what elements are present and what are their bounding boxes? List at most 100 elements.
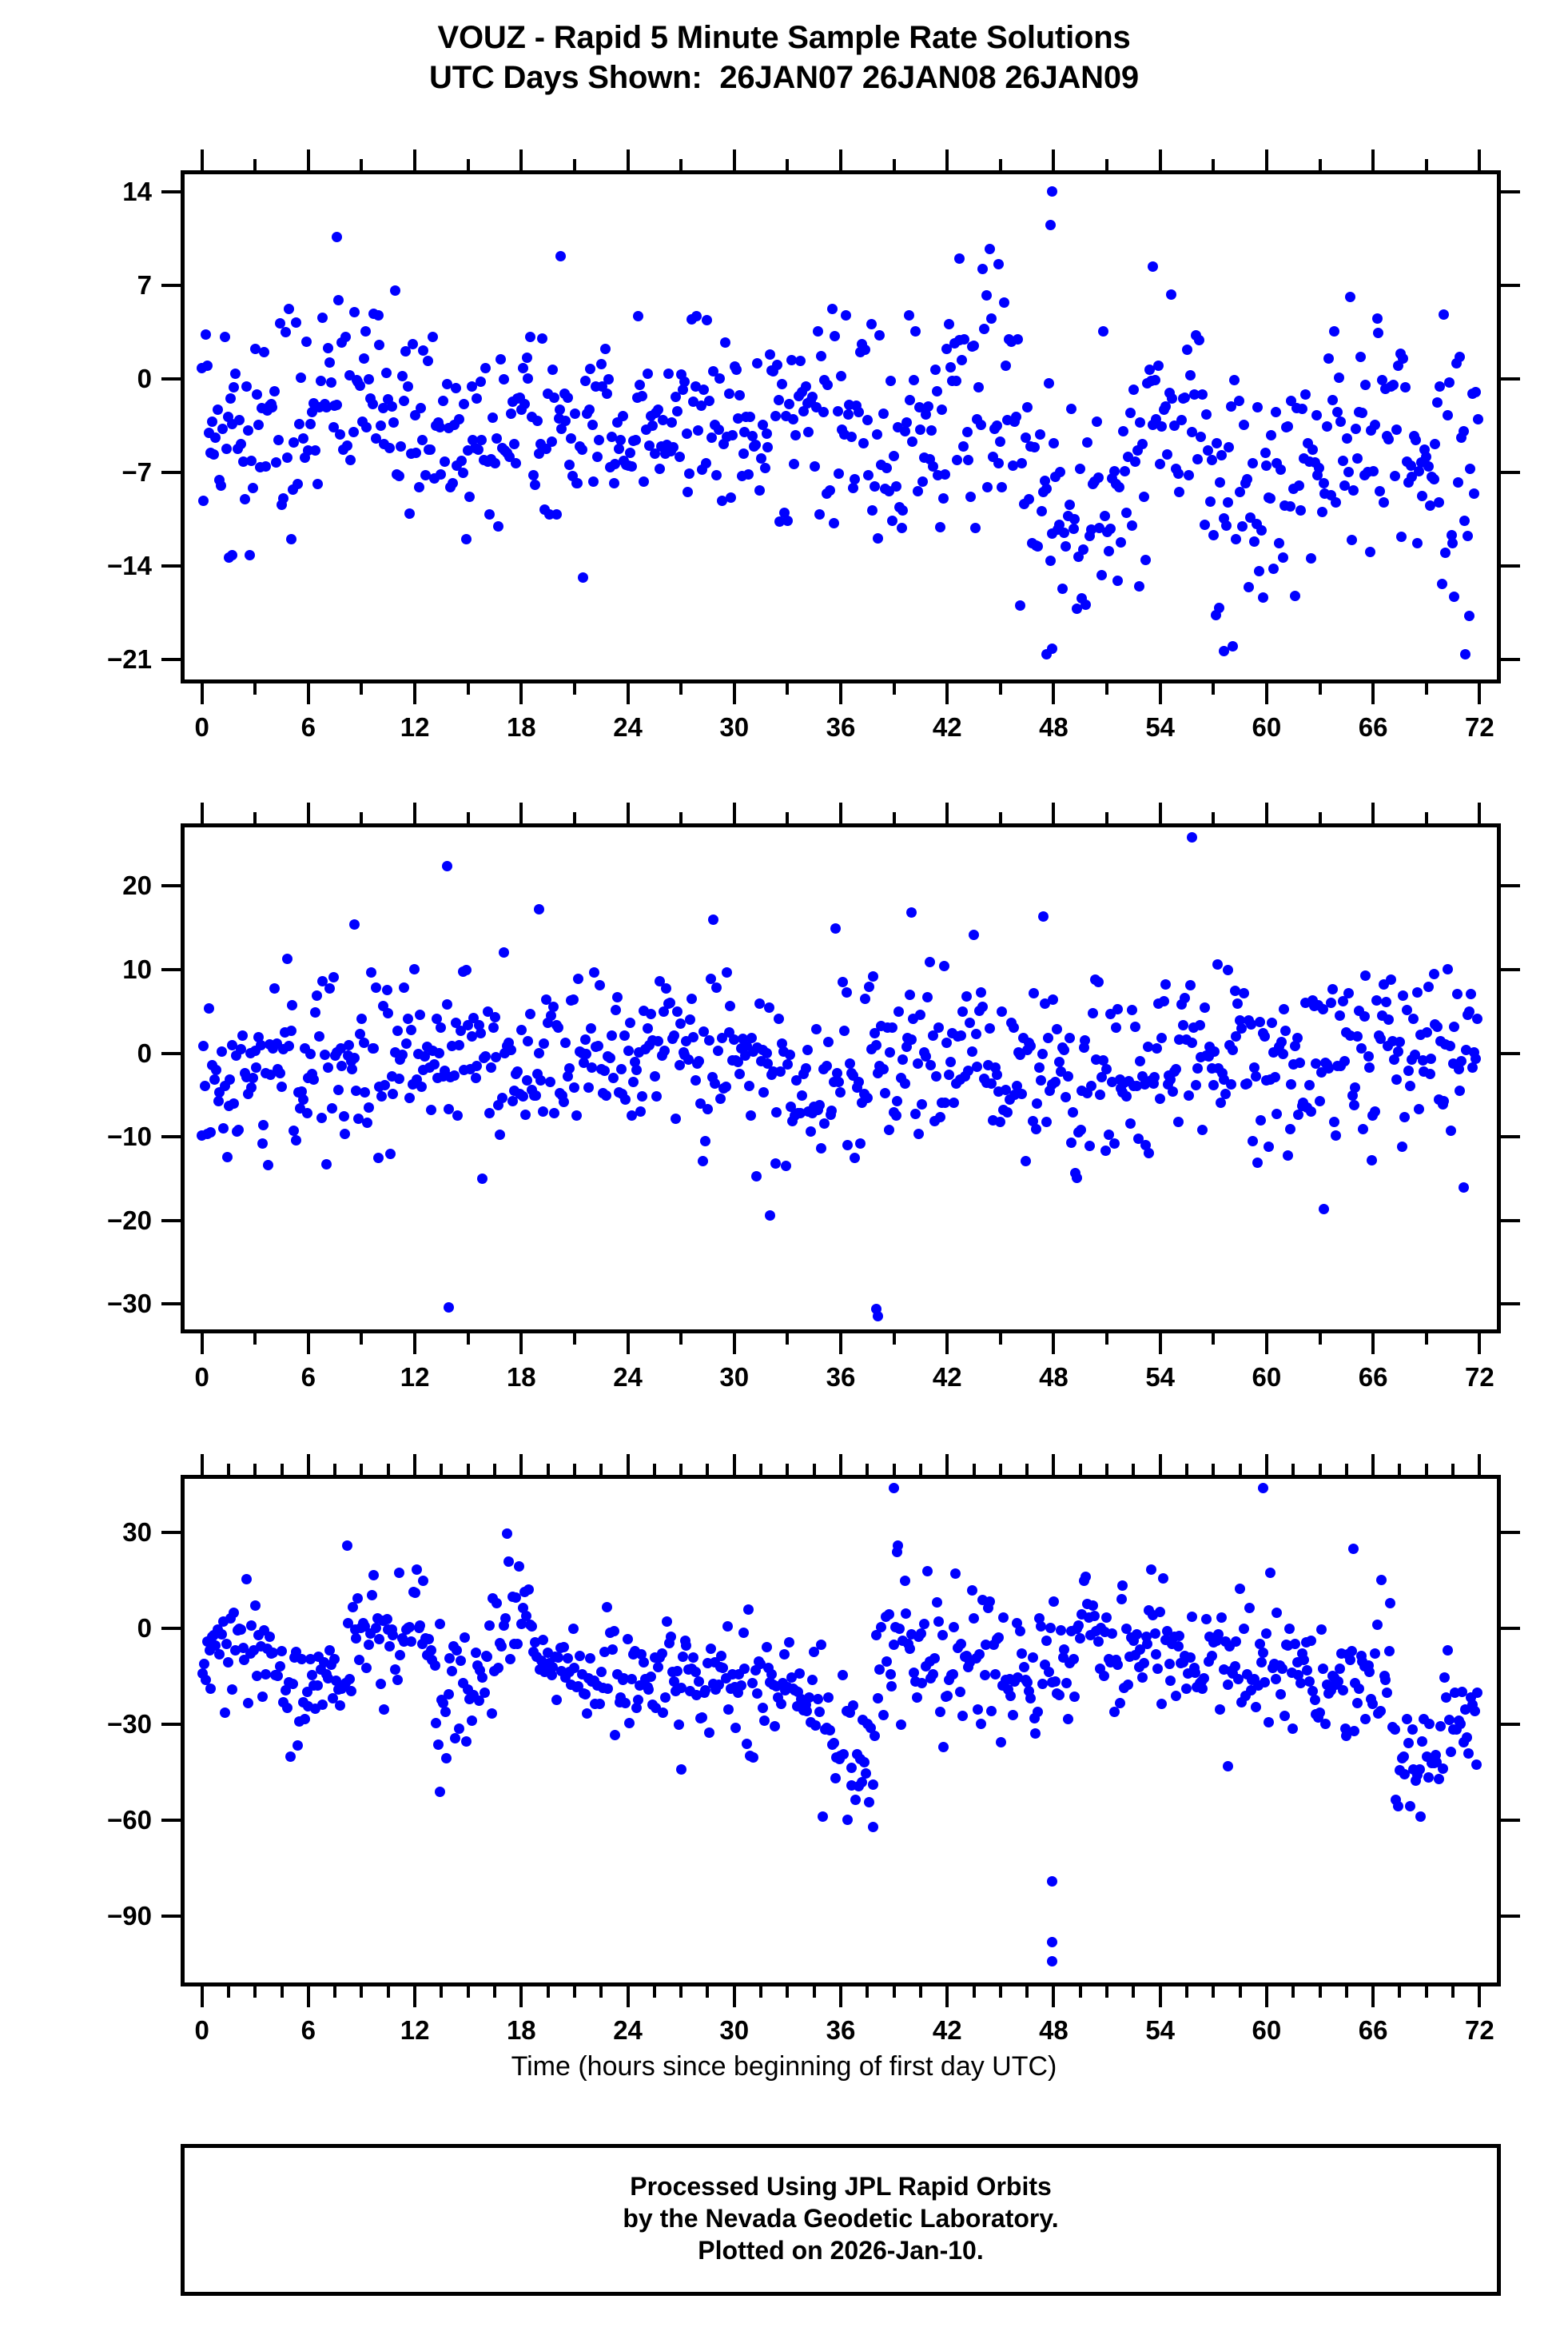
data-point	[489, 1012, 500, 1023]
data-point	[673, 1719, 684, 1731]
data-point	[918, 1618, 929, 1629]
data-point	[1419, 444, 1431, 455]
data-point	[348, 426, 359, 437]
x-tick-mark-minor	[786, 1986, 790, 1998]
data-point	[842, 1815, 853, 1826]
x-tick-mark-major	[306, 1333, 310, 1354]
data-point	[1057, 583, 1069, 594]
data-point	[897, 505, 909, 516]
x-tick-mark-top-minor	[679, 159, 683, 170]
data-point	[210, 1640, 221, 1652]
x-tick-label: 42	[932, 2015, 962, 2045]
data-point	[1040, 475, 1051, 486]
data-point	[219, 1707, 230, 1718]
data-point	[1277, 552, 1288, 563]
data-point	[518, 363, 529, 374]
x-tick-mark-minor	[1318, 1986, 1322, 1998]
data-point	[1443, 1645, 1454, 1656]
x-tick-mark-minor	[360, 1333, 364, 1345]
data-point	[523, 373, 534, 384]
data-point	[697, 1155, 708, 1166]
data-point	[826, 304, 838, 314]
data-point	[1276, 1663, 1287, 1674]
data-point	[1151, 1042, 1162, 1054]
data-point-outlier	[1046, 1875, 1057, 1887]
data-point	[569, 408, 580, 420]
data-point	[754, 484, 765, 496]
data-point	[273, 434, 284, 445]
x-tick-label: 54	[1145, 1362, 1176, 1392]
data-point	[1334, 373, 1345, 384]
data-point	[1280, 1026, 1291, 1037]
data-point	[1443, 963, 1454, 974]
data-point	[927, 460, 938, 472]
data-point	[746, 430, 758, 441]
data-point	[212, 404, 223, 416]
data-point	[360, 1087, 371, 1098]
x-tick-mark-minor	[386, 1986, 390, 1998]
data-point	[521, 1074, 532, 1086]
data-point	[1305, 1106, 1316, 1118]
data-point	[1284, 1124, 1295, 1135]
data-point	[939, 468, 950, 480]
data-point	[281, 954, 293, 964]
x-tick-mark-top-minor	[998, 1464, 1002, 1475]
data-point	[997, 482, 1008, 492]
data-point	[1160, 979, 1172, 990]
data-point	[552, 1652, 563, 1663]
data-point	[802, 1044, 813, 1055]
data-point	[1053, 1690, 1065, 1701]
data-point	[476, 1027, 487, 1038]
data-point	[1343, 987, 1354, 998]
data-point	[1132, 1629, 1143, 1640]
data-point	[991, 1069, 1002, 1080]
x-tick-mark-major	[200, 1333, 204, 1354]
data-point	[1256, 1656, 1267, 1668]
data-point	[457, 467, 468, 478]
data-point	[535, 1656, 547, 1667]
data-point	[1172, 1640, 1184, 1652]
data-point	[954, 1686, 965, 1697]
x-tick-mark-top-minor	[1318, 812, 1322, 823]
data-point	[340, 331, 351, 342]
data-point	[1398, 353, 1409, 365]
data-point	[667, 417, 678, 428]
data-point	[1424, 1718, 1435, 1729]
data-point	[1254, 1639, 1265, 1650]
data-point	[1216, 449, 1228, 460]
data-point	[308, 1074, 319, 1085]
data-point	[1469, 1706, 1480, 1717]
data-point	[702, 1103, 713, 1114]
data-point	[493, 1662, 503, 1673]
data-point	[740, 1050, 751, 1061]
data-point	[1091, 416, 1102, 428]
data-point	[1149, 375, 1160, 386]
data-point	[487, 412, 498, 424]
data-point	[546, 1010, 557, 1022]
x-tick-label: 48	[1039, 2015, 1069, 2045]
data-point	[1387, 380, 1399, 390]
data-point	[647, 420, 658, 431]
data-point	[683, 487, 694, 498]
x-tick-mark-minor	[1184, 1986, 1188, 1998]
data-point	[1147, 1610, 1158, 1621]
x-tick-mark-top-major	[1371, 1454, 1375, 1475]
data-point	[800, 1062, 811, 1074]
x-tick-mark-top-minor	[360, 812, 364, 823]
data-point-outlier	[1148, 261, 1159, 272]
data-point	[1382, 1687, 1393, 1698]
data-point-outlier	[764, 1210, 775, 1221]
data-point	[1034, 429, 1045, 440]
data-point-outlier	[954, 253, 965, 264]
data-point	[1463, 610, 1474, 621]
data-point	[461, 533, 472, 544]
x-tick-mark-top-major	[200, 803, 204, 823]
panel-north-scatter	[181, 823, 1501, 1333]
data-point	[977, 264, 988, 275]
x-tick-mark-top-minor	[866, 1464, 870, 1475]
data-point	[803, 427, 814, 437]
data-point	[1041, 1116, 1053, 1127]
data-point	[605, 1053, 616, 1064]
data-point	[862, 1093, 874, 1104]
data-point	[547, 365, 559, 376]
